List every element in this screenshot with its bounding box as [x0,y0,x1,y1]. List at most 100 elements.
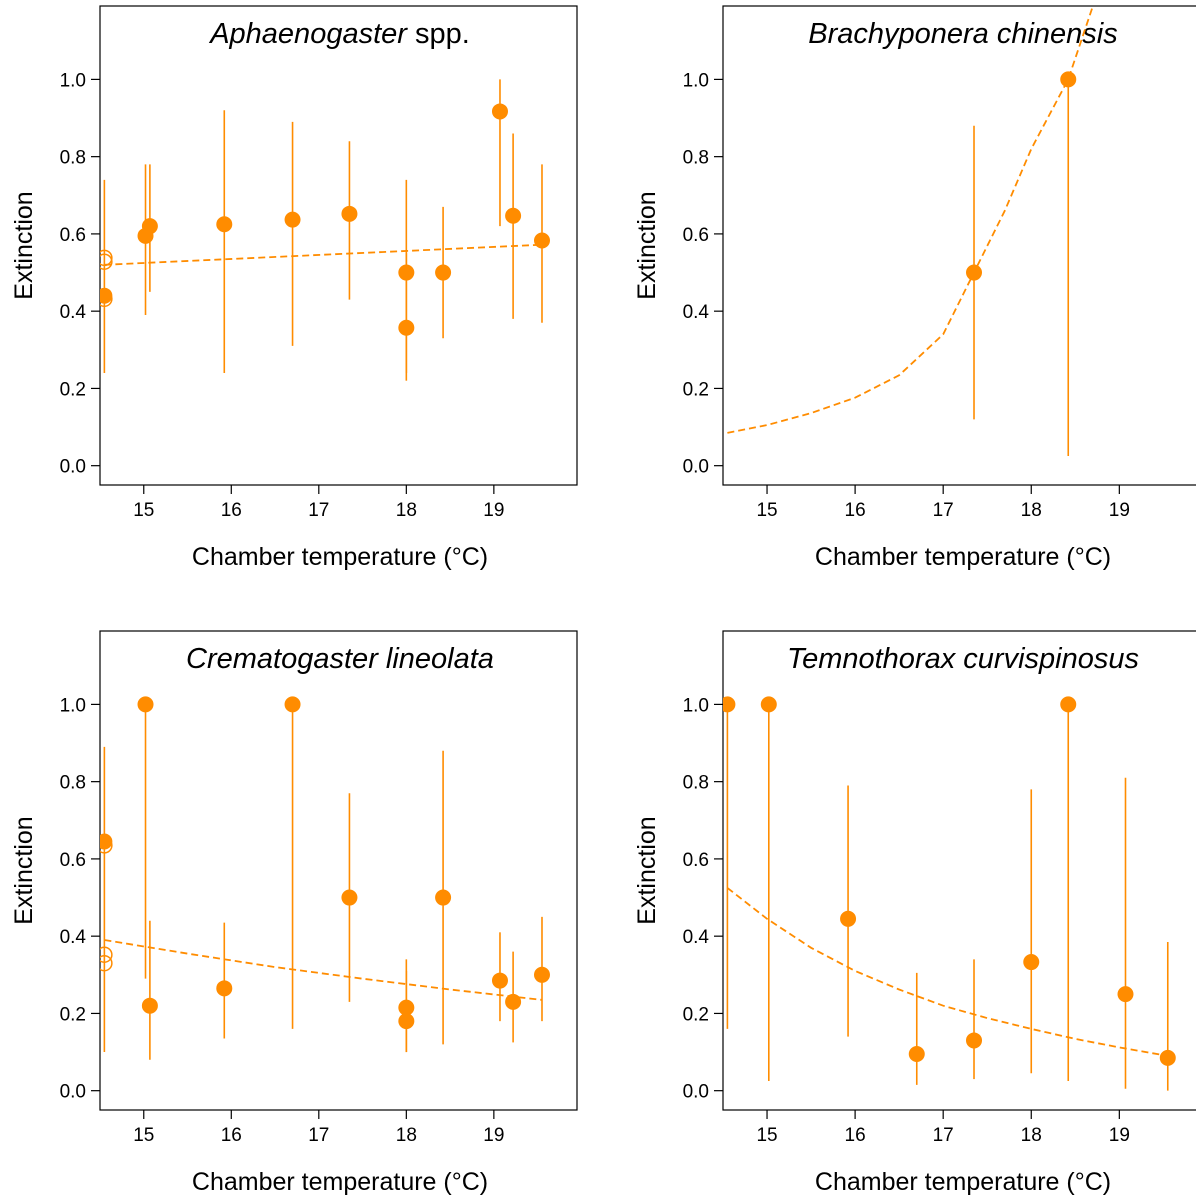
y-tick-label: 0.4 [683,927,710,948]
x-tick-label: 15 [756,1125,777,1146]
data-point [908,1045,925,1062]
plot-frame [722,630,1196,1111]
y-tick-label: 0.2 [60,1004,86,1025]
x-tick-label: 19 [1109,1125,1130,1146]
data-point [137,696,154,713]
data-point [533,232,550,249]
x-tick-label: 16 [221,1125,242,1146]
data-point [141,218,158,235]
data-point [398,1013,415,1030]
data-point [341,205,358,222]
data-point [216,216,233,233]
y-tick-label: 1.0 [683,695,709,716]
panel-title-part: Brachyponera chinensis [808,18,1118,50]
x-tick-label: 15 [133,500,154,521]
x-tick-label: 17 [933,1125,954,1146]
plot-frame [99,5,578,486]
y-tick-label: 0.8 [60,773,86,794]
open-point [100,954,113,972]
y-tick-label: 0.0 [683,1082,709,1103]
data-point [435,264,452,281]
data-point [341,889,358,906]
data-point [505,993,522,1010]
open-point [100,249,113,267]
data-point [398,999,415,1016]
y-axis-title: Extinction [633,191,661,299]
y-tick-label: 0.0 [60,1082,86,1103]
chart-panel-4: 15 16 17 18 19 0.0 0.2 0.4 0.6 0.8 1.0 Chamber temp… [633,630,1196,1196]
x-tick-label: 17 [933,500,954,521]
panel-title-part: Temnothorax curvispinosus [787,643,1139,675]
open-point [100,253,113,270]
fit-line [104,939,543,1001]
y-tick-label: 0.2 [683,379,709,400]
data-point [398,264,415,281]
chart-panel-3: 15 16 17 18 19 0.0 0.2 0.4 0.6 0.8 1.0 Chamber temp… [10,630,578,1196]
data-point [1060,696,1077,713]
y-tick-label: 0.2 [60,379,86,400]
data-point [966,1032,983,1049]
y-tick-label: 0.4 [60,302,87,323]
plot-area [727,6,1094,457]
y-tick-label: 0.6 [683,225,709,246]
data-point [491,103,508,120]
x-tick-label: 18 [396,500,417,521]
data-point [398,319,415,336]
panel-title-part: spp. [407,18,470,50]
data-point [100,833,113,850]
x-tick-label: 19 [483,1125,504,1146]
data-point [141,997,158,1014]
x-tick-label: 16 [845,1125,866,1146]
y-tick-label: 1.0 [60,70,86,91]
x-tick-label: 18 [1021,500,1042,521]
data-point [840,910,857,927]
x-axis-title: Chamber temperature (°C) [192,1168,488,1196]
data-point [100,287,113,304]
y-tick-label: 0.2 [683,1004,709,1025]
data-point [760,696,777,713]
data-point [1159,1049,1176,1066]
plot-frame [722,5,1196,486]
x-tick-label: 15 [756,500,777,521]
x-axis-title: Chamber temperature (°C) [815,1168,1111,1196]
x-tick-label: 17 [308,1125,329,1146]
data-point [216,980,233,997]
x-axis-title: Chamber temperature (°C) [192,543,488,571]
x-axis-title: Chamber temperature (°C) [815,543,1111,571]
fit-line [726,887,1168,1057]
x-tick-label: 19 [1109,500,1130,521]
data-point [505,207,522,224]
fit-line [727,6,1094,434]
y-tick-label: 0.0 [60,457,86,478]
open-point [100,946,113,963]
plot-area [100,79,550,381]
y-axis-title: Extinction [633,816,661,924]
data-point [1023,954,1040,971]
plot-frame [99,630,578,1111]
y-tick-label: 0.8 [60,148,86,169]
panel-title-part: Aphaenogaster [208,18,408,50]
y-tick-label: 0.6 [60,225,86,246]
x-tick-label: 18 [396,1125,417,1146]
panel-title: Brachyponera chinensis [808,18,1118,50]
data-point [491,972,508,989]
x-tick-label: 15 [133,1125,154,1146]
chart-panel-2: 15 16 17 18 19 0.0 0.2 0.4 0.6 0.8 1.0 Chamber temp… [633,5,1196,571]
x-tick-label: 18 [1021,1125,1042,1146]
panel-title: Temnothorax curvispinosus [787,643,1139,675]
y-tick-label: 1.0 [60,695,86,716]
y-tick-label: 0.0 [683,457,709,478]
panel-title-part: Crematogaster lineolata [186,643,494,675]
x-tick-label: 16 [845,500,866,521]
x-tick-label: 16 [221,500,242,521]
data-point [1117,986,1134,1003]
panel-title: Crematogaster lineolata [186,643,494,675]
x-tick-label: 19 [483,500,504,521]
data-point [1060,71,1077,88]
chart-panel-1: 15 16 17 18 19 0.0 0.2 0.4 0.6 0.8 1.0 Chamber temp… [10,5,578,571]
data-point [966,264,983,281]
y-tick-label: 0.4 [60,927,87,948]
data-point [284,211,301,228]
y-axis-title: Extinction [10,191,38,299]
